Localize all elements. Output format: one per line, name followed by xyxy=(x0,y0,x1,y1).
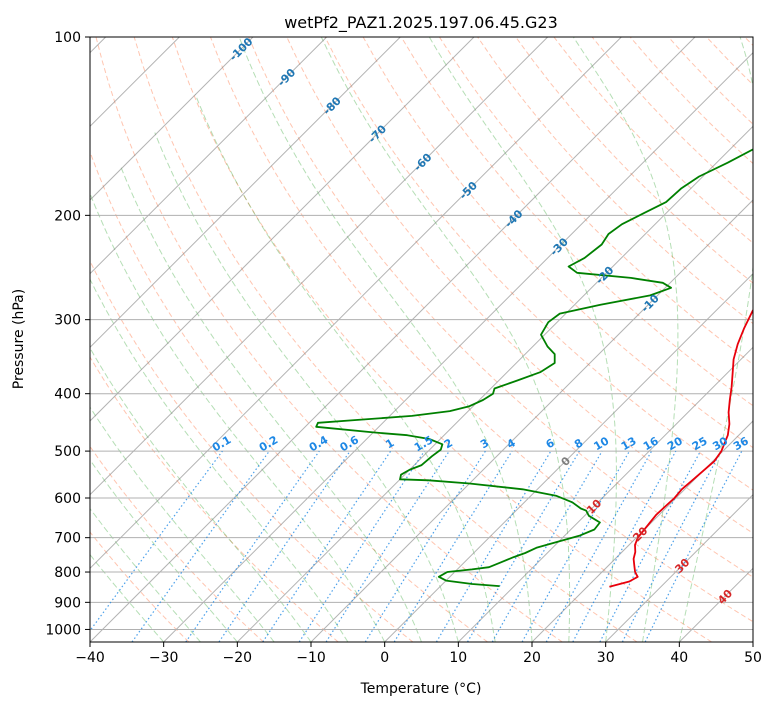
x-tick-label: 10 xyxy=(449,650,467,666)
mixing-ratio-line xyxy=(393,450,513,642)
y-tick-label: 900 xyxy=(54,595,81,611)
y-tick-label: 500 xyxy=(54,444,81,460)
y-tick-label: 1000 xyxy=(45,622,81,638)
y-tick-label: 700 xyxy=(54,531,81,547)
chart-title: wetPf2_PAZ1.2025.197.06.45.G23 xyxy=(284,13,558,33)
dry-adiabat xyxy=(90,531,190,642)
dry-adiabat xyxy=(95,37,563,642)
isotherm-line xyxy=(384,272,753,642)
isotherm-line xyxy=(531,420,753,642)
y-tick-label: 800 xyxy=(54,565,81,581)
y-tick-label: 600 xyxy=(54,491,81,507)
isotherm-line xyxy=(90,37,475,422)
moist-adiabat xyxy=(90,347,312,642)
plot-frame xyxy=(89,36,754,643)
moist-adiabat xyxy=(320,37,571,642)
dry-adiabat xyxy=(248,37,753,578)
x-tick-label: −10 xyxy=(296,650,326,666)
x-axis-label: Temperature (°C) xyxy=(360,681,482,697)
moist-adiabat xyxy=(90,406,275,642)
moist-adiabat xyxy=(678,37,753,642)
dry-adiabat xyxy=(133,37,638,642)
isotherm-line xyxy=(163,51,753,642)
dry-adiabat xyxy=(324,37,753,491)
isotherm-line xyxy=(90,37,401,349)
temperature-profile xyxy=(609,308,753,588)
mixing-ratio-line xyxy=(218,450,351,642)
dry-adiabat xyxy=(515,37,753,284)
mixing-ratio-line xyxy=(90,450,223,632)
mixing-ratio-line xyxy=(545,450,653,642)
mixing-ratio-line xyxy=(325,450,450,642)
x-tick-label: −20 xyxy=(223,650,253,666)
moist-adiabat xyxy=(119,165,422,642)
dry-adiabat xyxy=(90,445,264,642)
x-tick-label: 20 xyxy=(523,650,541,666)
isotherm-line xyxy=(90,37,622,570)
dry-adiabat xyxy=(210,37,753,623)
mixing-ratio-line xyxy=(644,450,743,642)
isotherm-line xyxy=(90,37,696,642)
dewpoint-profile xyxy=(315,148,753,587)
y-tick-label: 300 xyxy=(54,313,81,329)
isotherm-line xyxy=(90,37,254,201)
dry-adiabat xyxy=(90,150,488,642)
isotherm-line xyxy=(310,199,753,642)
x-tick-label: 30 xyxy=(597,650,615,666)
isotherm-line xyxy=(605,493,753,642)
moist-adiabat xyxy=(90,278,349,642)
mixing-ratio-line xyxy=(131,450,270,642)
moist-adiabat xyxy=(428,37,617,642)
isotherm-line xyxy=(90,37,328,275)
isotherm-line xyxy=(90,37,549,496)
mixing-ratio-line xyxy=(185,450,320,642)
y-axis-label: Pressure (hPa) xyxy=(11,289,27,389)
data-series xyxy=(315,148,753,588)
x-tick-label: 50 xyxy=(744,650,762,666)
mixing-ratio-line xyxy=(262,450,392,642)
moist-adiabat xyxy=(572,37,679,642)
moist-adiabat xyxy=(90,459,238,642)
dry-adiabat xyxy=(90,356,339,642)
isotherm-line xyxy=(752,641,753,642)
y-tick-label: 100 xyxy=(54,30,81,46)
plot-background xyxy=(90,37,753,642)
mixing-ratio-line xyxy=(298,450,425,642)
x-tick-label: 0 xyxy=(380,650,389,666)
x-tick-label: −30 xyxy=(149,650,179,666)
dry-adiabat xyxy=(400,37,753,407)
y-tick-label: 200 xyxy=(54,208,81,224)
x-tick-label: 40 xyxy=(670,650,688,666)
y-tick-label: 400 xyxy=(54,387,81,403)
x-tick-label: −40 xyxy=(75,650,105,666)
mixing-ratio-line xyxy=(521,450,631,642)
isotherm-line xyxy=(236,125,753,642)
axis-ticks: −40 −30 −20 −10 0 10 20 30 40 50 100 200 300 400 500 60… xyxy=(45,30,762,666)
moist-adiabat xyxy=(194,94,496,642)
mixing-ratio-line xyxy=(572,450,677,642)
